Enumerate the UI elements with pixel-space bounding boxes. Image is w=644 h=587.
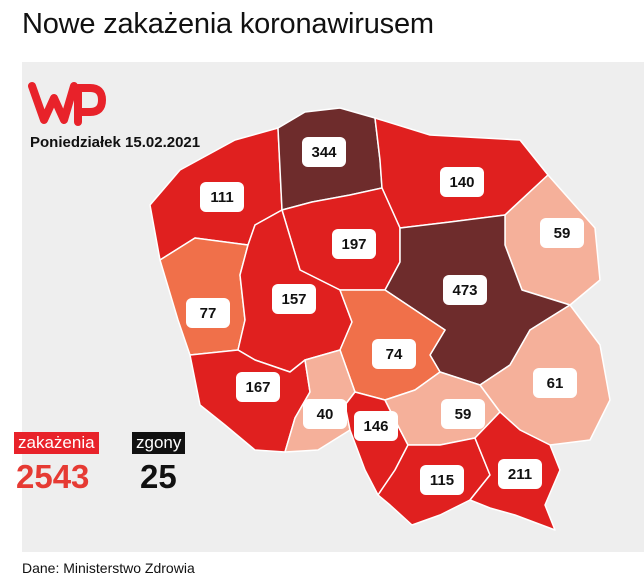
value-label-malopolskie: 115 [420,465,464,495]
map-panel: Poniedziałek 15.02.2021 [22,62,644,552]
deaths-value: 25 [140,458,177,495]
value-label-pomorskie: 344 [302,137,346,167]
value-label-lubuskie: 77 [186,298,230,328]
value-label-podlaskie: 59 [540,218,584,248]
value-label-podkarpackie: 211 [498,459,542,489]
value-label-zachodniopomorskie: 111 [200,182,244,212]
date-label: Poniedziałek 15.02.2021 [30,134,201,151]
value-label-mazowieckie: 473 [443,275,487,305]
region-lubuskie [159,237,249,356]
wp-logo-icon [28,82,106,126]
value-label-lubelskie: 61 [533,368,577,398]
value-label-opolskie: 40 [303,399,347,429]
poland-map [149,107,611,531]
infections-value: 2543 [16,458,90,495]
value-label-slaskie: 146 [354,411,398,441]
value-label-swietokrzyskie: 59 [441,399,485,429]
value-label-dolnoslaskie: 167 [236,372,280,402]
value-label-lodzkie: 74 [372,339,416,369]
source-note: Dane: Ministerstwo Zdrowia [22,560,195,576]
value-label-kujawsko-pomorskie: 197 [332,229,376,259]
deaths-label: zgony [132,432,186,454]
value-label-warminsko-mazurskie: 140 [440,167,484,197]
value-label-wielkopolskie: 157 [272,284,316,314]
page-title: Nowe zakażenia koronawirusem [22,8,434,40]
infections-label: zakażenia [14,432,99,454]
